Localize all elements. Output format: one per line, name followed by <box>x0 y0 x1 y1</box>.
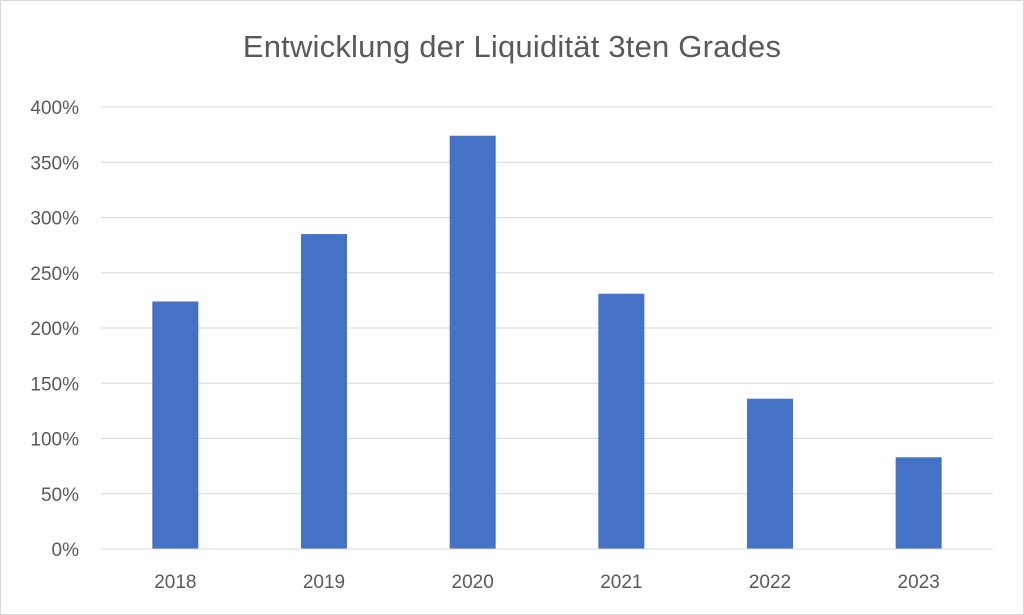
x-tick-label: 2020 <box>452 572 494 593</box>
y-tick-label: 0% <box>52 540 80 561</box>
bar-2018 <box>152 301 199 549</box>
y-tick-label: 100% <box>30 430 79 451</box>
x-tick-label: 2023 <box>898 572 940 593</box>
y-tick-label: 150% <box>30 374 79 395</box>
bar-2022 <box>747 398 793 549</box>
chart-title: Entwicklung der Liquidität 3ten Grades <box>242 29 782 64</box>
bar-2020 <box>449 135 496 550</box>
x-tick-label: 2019 <box>303 572 345 593</box>
y-tick-label: 200% <box>30 319 79 340</box>
bar-2019 <box>301 234 347 549</box>
x-tick-label: 2021 <box>600 572 642 593</box>
y-tick-label: 250% <box>30 264 79 285</box>
y-tick-label: 350% <box>30 153 79 174</box>
x-tick-label: 2018 <box>154 572 196 593</box>
y-tick-label: 300% <box>30 209 79 230</box>
bar-2021 <box>598 293 645 549</box>
x-tick-label: 2022 <box>749 572 791 593</box>
y-tick-label: 400% <box>30 98 79 119</box>
bar-2023 <box>895 457 942 549</box>
y-tick-label: 50% <box>41 485 79 506</box>
